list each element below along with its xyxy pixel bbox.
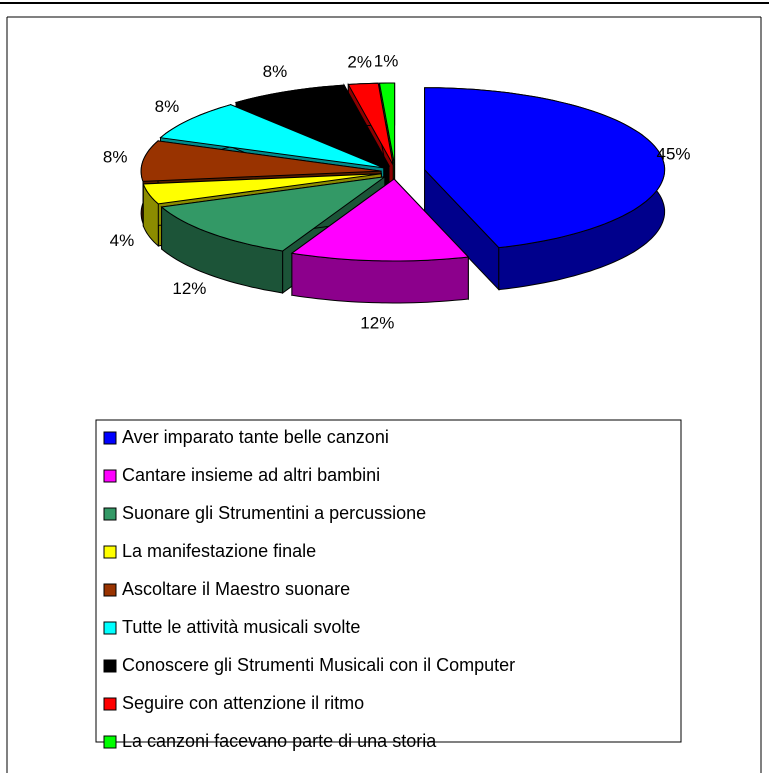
legend-box: [95, 419, 682, 743]
value-label: 12%: [172, 279, 206, 298]
legend-swatch: [103, 583, 117, 597]
legend-swatch: [103, 621, 117, 635]
legend-label: Tutte le attività musicali svolte: [122, 617, 360, 637]
slice-top: [160, 176, 386, 252]
slice-top: [140, 140, 382, 182]
legend-swatch: [103, 735, 117, 749]
pie-slice: [160, 175, 386, 294]
value-label: 8%: [263, 62, 288, 81]
legend-swatch: [103, 431, 117, 445]
slice-top: [142, 173, 382, 205]
legend-swatch: [103, 697, 117, 711]
pie-slice: [290, 177, 470, 304]
slice-top: [159, 104, 384, 169]
slice-top: [424, 87, 666, 249]
legend-swatch: [103, 469, 117, 483]
value-label: 12%: [360, 313, 394, 332]
value-label: 2%: [347, 52, 372, 71]
value-label: 4%: [110, 231, 135, 250]
value-label: 1%: [374, 52, 399, 71]
slice-top: [378, 82, 396, 166]
legend-swatch: [103, 507, 117, 521]
slice-top: [347, 82, 394, 166]
value-label: 45%: [656, 144, 690, 163]
legend-label: La canzoni facevano parte di una storia: [122, 731, 437, 751]
value-label: 8%: [103, 148, 128, 167]
legend-label: Aver imparato tante belle canzoni: [122, 427, 389, 447]
legend-label: Suonare gli Strumentini a percussione: [122, 503, 426, 523]
slice-top: [234, 84, 391, 167]
legend-label: Seguire con attenzione il ritmo: [122, 693, 364, 713]
legend-swatch: [103, 659, 117, 673]
legend-label: Cantare insieme ad altri bambini: [122, 465, 380, 485]
legend-label: Ascoltare il Maestro suonare: [122, 579, 350, 599]
pie-slice: [424, 87, 666, 291]
legend-label: Conoscere gli Strumenti Musicali con il …: [122, 655, 515, 675]
value-label: 8%: [155, 97, 180, 116]
legend-label: La manifestazione finale: [122, 541, 316, 561]
legend-swatch: [103, 545, 117, 559]
slice-top: [290, 178, 470, 262]
